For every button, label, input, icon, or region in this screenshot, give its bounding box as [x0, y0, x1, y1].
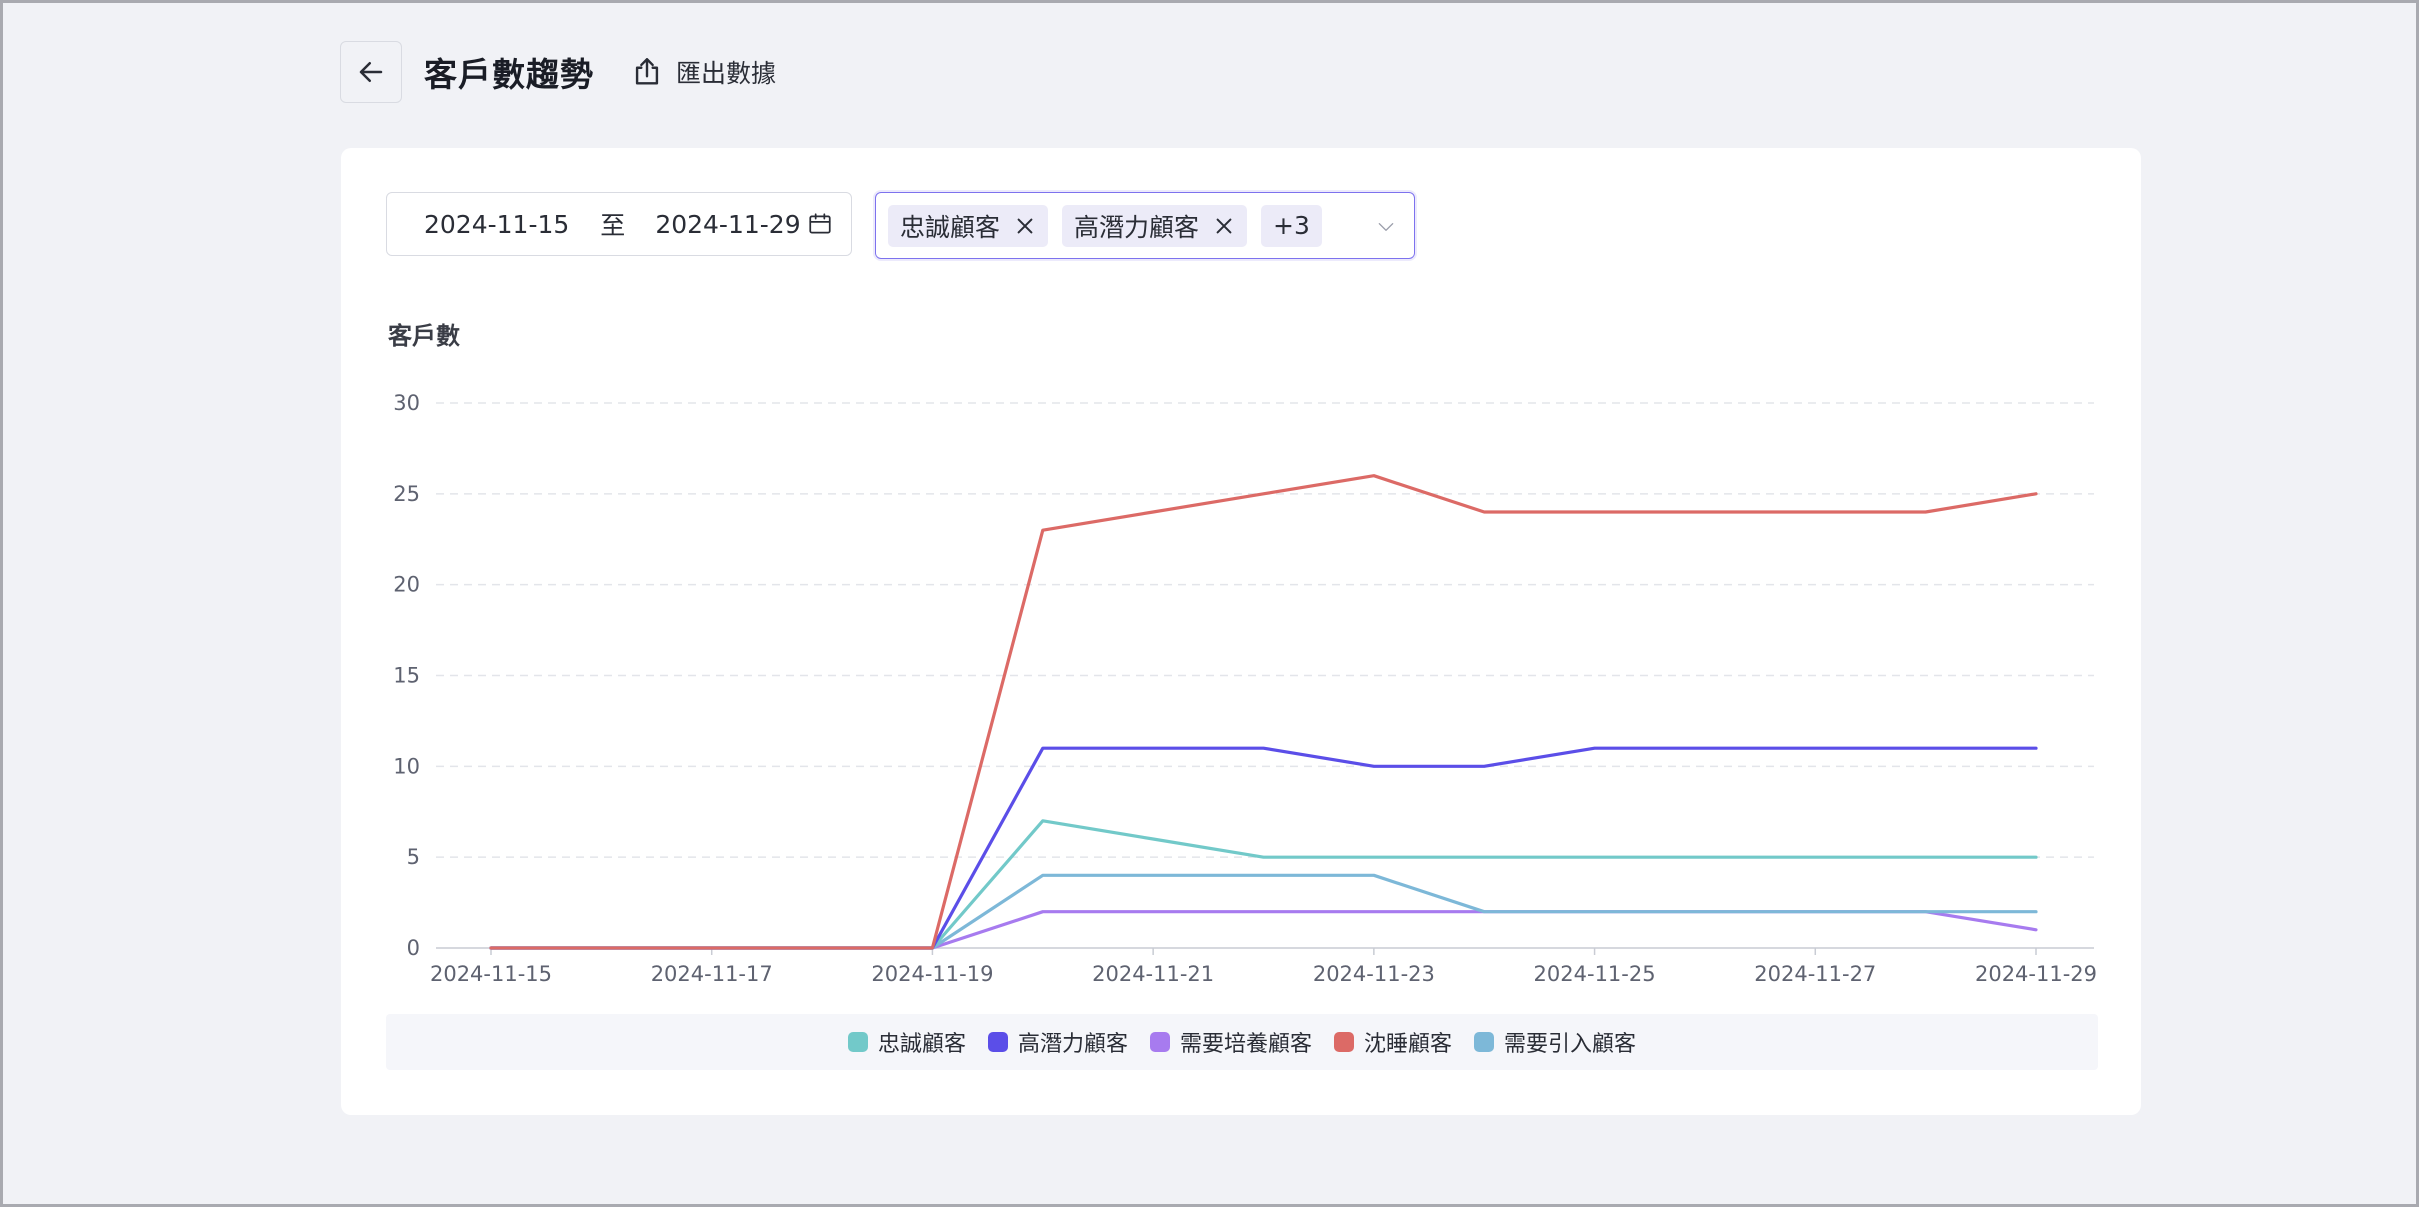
tag-label: 高潛力顧客	[1074, 212, 1200, 242]
legend-item-2[interactable]: 需要培養顧客	[1149, 1026, 1312, 1058]
series-line-2[interactable]	[489, 910, 2038, 950]
x-tick-label: 2024-11-29	[1975, 962, 2097, 986]
legend-swatch	[987, 1032, 1008, 1052]
legend-swatch	[1149, 1032, 1170, 1052]
series-line-1[interactable]	[489, 746, 2038, 950]
y-tick-label: 5	[407, 845, 420, 869]
legend-item-1[interactable]: 高潛力顧客	[987, 1026, 1128, 1058]
legend-label: 沈睡顧客	[1364, 1032, 1453, 1057]
tag-label: 忠誠顧客	[900, 212, 1001, 242]
x-tick-label: 2024-11-19	[871, 962, 993, 986]
legend-item-0[interactable]: 忠誠顧客	[847, 1026, 966, 1058]
calendar-icon	[809, 213, 831, 234]
page-header: 客戶數趨勢 匯出數據	[340, 39, 776, 105]
y-tick-label: 10	[393, 754, 420, 778]
date-end[interactable]: 2024-11-29	[655, 209, 801, 239]
export-button[interactable]: 匯出數據	[630, 54, 776, 90]
legend-label: 需要培養顧客	[1179, 1032, 1312, 1057]
date-start[interactable]: 2024-11-15	[424, 209, 570, 239]
legend-swatch	[1474, 1032, 1495, 1052]
line-chart: 0 5 10 15 20 25 30 2024-11-15 2024-11-17 2024-11-…	[393, 391, 2097, 986]
x-tick-label: 2024-11-25	[1534, 962, 1656, 986]
legend-swatch	[847, 1032, 868, 1052]
legend-item-3[interactable]: 沈睡顧客	[1334, 1026, 1452, 1058]
legend-swatch	[1334, 1032, 1354, 1052]
tag-remove-button[interactable]	[1014, 215, 1036, 237]
tag-remove-button[interactable]	[1213, 215, 1235, 237]
close-icon	[1017, 218, 1033, 233]
x-tick-label: 2024-11-21	[1092, 962, 1214, 986]
export-icon	[635, 58, 659, 85]
x-tick-label: 2024-11-15	[430, 962, 552, 986]
y-tick-label: 30	[393, 391, 420, 415]
legend-label: 高潛力顧客	[1017, 1032, 1128, 1057]
y-axis-title: 客戶數	[388, 322, 460, 350]
chart-card: 2024-11-15 至 2024-11-29 忠誠顧客 高潛力顧客 +3	[341, 148, 2141, 1115]
date-range-picker[interactable]: 2024-11-15 至 2024-11-29	[386, 192, 852, 256]
legend-item-4[interactable]: 需要引入顧客	[1474, 1026, 1636, 1058]
legend-label: 需要引入顧客	[1504, 1032, 1637, 1057]
legend-label: 忠誠顧客	[877, 1032, 966, 1057]
chevron-down-icon[interactable]	[1376, 217, 1396, 237]
y-tick-label: 0	[407, 936, 420, 960]
tag-more-count[interactable]: +3	[1261, 204, 1322, 247]
x-tick-label: 2024-11-17	[651, 962, 773, 986]
date-separator: 至	[600, 211, 626, 240]
back-button[interactable]	[340, 41, 402, 103]
y-tick-label: 15	[393, 664, 420, 688]
x-tick-label: 2024-11-23	[1313, 962, 1435, 986]
export-label: 匯出數據	[676, 59, 777, 88]
tag-loyal: 忠誠顧客	[888, 204, 1049, 247]
x-tick-label: 2024-11-27	[1754, 962, 1876, 986]
y-tick-label: 25	[393, 482, 420, 506]
series-line-3[interactable]	[489, 474, 2038, 950]
page-title: 客戶數趨勢	[424, 55, 594, 94]
chart-legend: 忠誠顧客 高潛力顧客 需要培養顧客 沈睡顧客 需要引入顧客	[386, 1014, 2098, 1070]
tag-high-potential: 高潛力顧客	[1062, 204, 1248, 247]
y-tick-label: 20	[393, 573, 420, 597]
segment-select[interactable]: 忠誠顧客 高潛力顧客 +3	[875, 192, 1415, 259]
close-icon	[1216, 218, 1232, 233]
arrow-left-icon	[359, 62, 383, 82]
series-line-0[interactable]	[489, 819, 2038, 950]
